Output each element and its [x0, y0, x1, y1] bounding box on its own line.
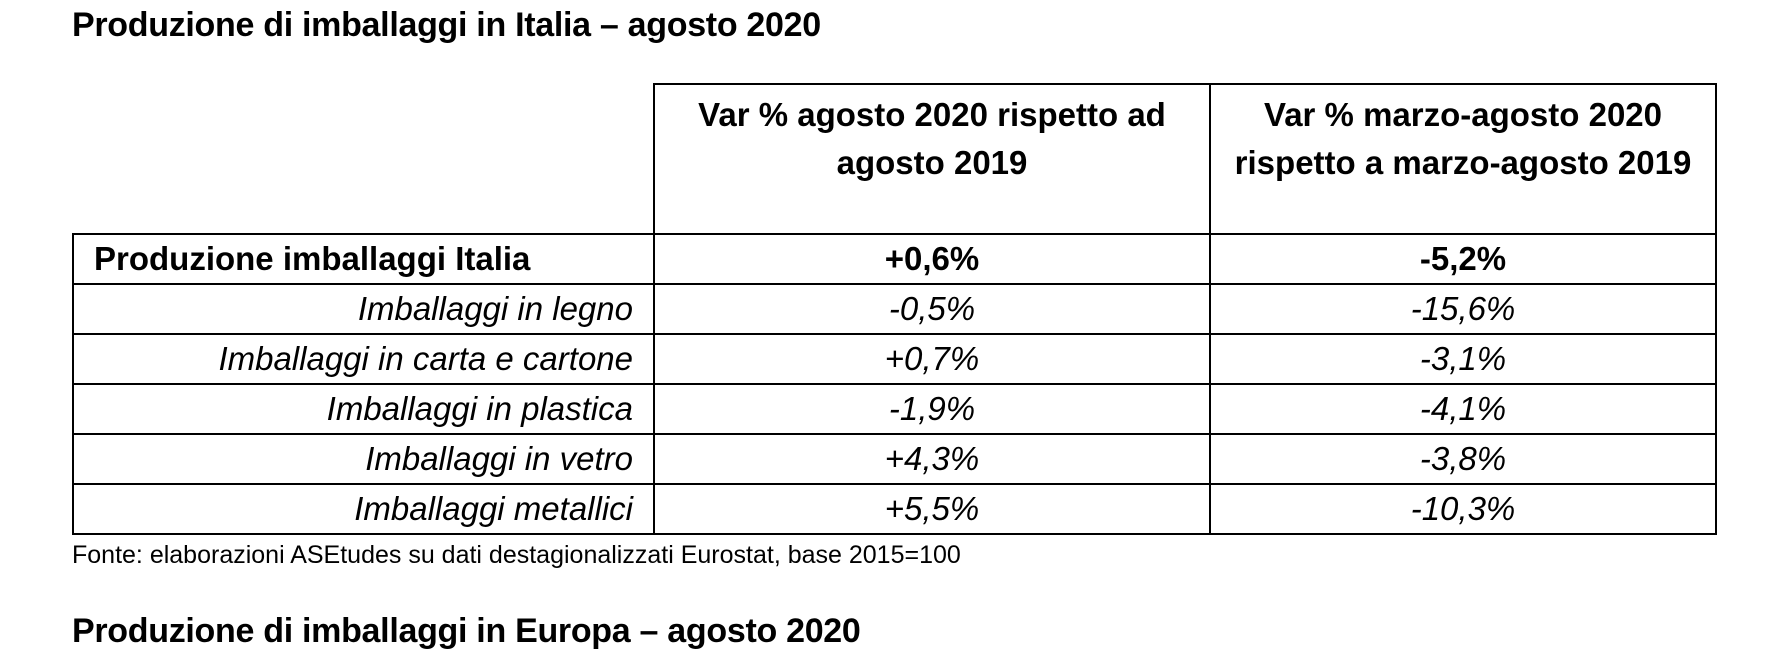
table-header-row: Var % agosto 2020 rispetto ad agosto 201…	[73, 83, 1717, 235]
table-row: Imballaggi in plastica -1,9% -4,1%	[72, 383, 1717, 435]
value-var-agosto: +0,7%	[653, 333, 1211, 385]
table-row: Imballaggi in legno -0,5% -15,6%	[72, 283, 1717, 335]
value-var-agosto: -0,5%	[653, 283, 1211, 335]
value-var-agosto: +0,6%	[653, 233, 1211, 285]
table-row: Imballaggi metallici +5,5% -10,3%	[72, 483, 1717, 535]
value-var-marzo-agosto: -15,6%	[1209, 283, 1717, 335]
row-label: Produzione imballaggi Italia	[72, 233, 655, 285]
value-var-marzo-agosto: -10,3%	[1209, 483, 1717, 535]
table-row: Imballaggi in carta e cartone +0,7% -3,1…	[72, 333, 1717, 385]
value-var-marzo-agosto: -4,1%	[1209, 383, 1717, 435]
section-title-europa: Produzione di imballaggi in Europa – ago…	[72, 612, 861, 650]
row-label: Imballaggi metallici	[72, 483, 655, 535]
row-label: Imballaggi in carta e cartone	[72, 333, 655, 385]
row-label: Imballaggi in plastica	[72, 383, 655, 435]
header-blank-cell	[73, 84, 654, 235]
table-row: Imballaggi in vetro +4,3% -3,8%	[72, 433, 1717, 485]
header-var-agosto: Var % agosto 2020 rispetto ad agosto 201…	[653, 83, 1211, 235]
table-row-total: Produzione imballaggi Italia +0,6% -5,2%	[72, 233, 1717, 285]
value-var-marzo-agosto: -3,1%	[1209, 333, 1717, 385]
value-var-agosto: +4,3%	[653, 433, 1211, 485]
source-note: Fonte: elaborazioni ASEtudes su dati des…	[72, 541, 961, 569]
value-var-marzo-agosto: -3,8%	[1209, 433, 1717, 485]
value-var-agosto: -1,9%	[653, 383, 1211, 435]
row-label: Imballaggi in vetro	[72, 433, 655, 485]
row-label: Imballaggi in legno	[72, 283, 655, 335]
header-var-marzo-agosto: Var % marzo-agosto 2020 rispetto a marzo…	[1209, 83, 1717, 235]
value-var-agosto: +5,5%	[653, 483, 1211, 535]
value-var-marzo-agosto: -5,2%	[1209, 233, 1717, 285]
section-title-italia: Produzione di imballaggi in Italia – ago…	[72, 6, 821, 44]
packaging-production-table: Var % agosto 2020 rispetto ad agosto 201…	[72, 83, 1717, 535]
